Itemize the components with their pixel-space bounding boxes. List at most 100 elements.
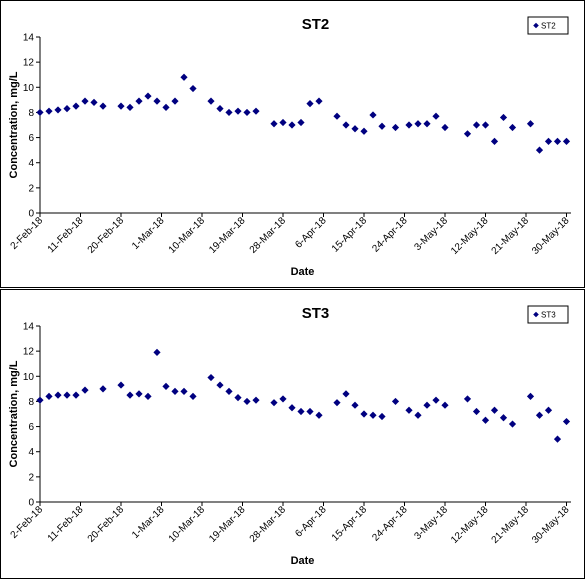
data-point	[360, 410, 368, 418]
x-tick-label: 12-May-18	[449, 504, 491, 546]
data-point	[490, 406, 499, 414]
y-tick-label: 14	[23, 322, 35, 333]
y-tick-label: 4	[28, 447, 34, 458]
data-point	[189, 84, 197, 93]
data-point	[333, 112, 341, 120]
data-point	[279, 395, 287, 403]
x-tick-label: 3-May-18	[412, 504, 450, 542]
x-tick-label: 24-Apr-18	[370, 504, 410, 544]
data-point	[63, 391, 71, 399]
data-point	[535, 146, 544, 154]
data-point	[544, 137, 553, 145]
data-point	[117, 381, 125, 389]
data-point	[144, 92, 152, 100]
data-point	[54, 106, 62, 114]
data-point	[180, 387, 188, 395]
data-point	[135, 97, 143, 105]
x-tick-label: 2-Feb-18	[9, 504, 46, 541]
data-point	[126, 103, 134, 111]
data-point	[553, 435, 562, 443]
data-point	[225, 108, 233, 117]
data-point	[234, 107, 242, 115]
data-point	[171, 97, 179, 105]
y-tick-label: 8	[28, 108, 34, 119]
legend-label: ST2	[541, 22, 556, 31]
data-point	[54, 391, 62, 399]
x-tick-label: 30-May-18	[530, 504, 572, 546]
y-tick-label: 6	[28, 422, 34, 433]
x-tick-label: 1-Mar-18	[130, 504, 167, 541]
data-point	[423, 401, 431, 409]
data-point	[63, 105, 71, 113]
data-point	[180, 73, 188, 81]
data-point	[270, 399, 278, 407]
data-point	[432, 396, 440, 404]
data-point	[315, 411, 323, 419]
data-point	[72, 391, 80, 399]
data-point	[99, 385, 107, 393]
data-point	[369, 111, 377, 119]
data-point	[270, 120, 278, 128]
y-axis-title: Concentration, mg/L	[8, 360, 20, 467]
x-tick-label: 15-Apr-18	[330, 215, 370, 255]
data-point	[378, 122, 386, 130]
data-point	[414, 411, 422, 419]
chart-st2: ST2 0 2 4 6 8 10 12 14 2-Feb-18 11-Feb-18 20-Feb-18…	[8, 16, 572, 278]
data-point	[391, 397, 400, 406]
data-point	[378, 412, 386, 421]
data-point	[153, 97, 161, 105]
y-tick-label: 2	[28, 183, 34, 194]
data-point	[414, 120, 422, 128]
legend-box	[527, 16, 569, 35]
x-tick-label: 28-Mar-18	[248, 504, 289, 545]
data-point	[90, 98, 98, 106]
data-point	[279, 118, 287, 127]
x-tick-label: 3-May-18	[412, 215, 450, 253]
data-point	[562, 137, 571, 145]
y-tick-label: 6	[28, 133, 34, 144]
data-point	[126, 391, 134, 399]
data-point	[526, 120, 535, 128]
data-point	[535, 411, 544, 419]
data-point	[342, 121, 350, 129]
data-point	[463, 395, 472, 403]
x-tick-label: 11-Feb-18	[46, 504, 86, 544]
y-tick-label: 12	[23, 347, 35, 358]
data-point	[306, 100, 314, 108]
data-point	[81, 386, 89, 394]
data-point	[45, 392, 53, 400]
x-tick-label: 12-May-18	[449, 215, 491, 257]
data-point	[553, 137, 562, 145]
data-point	[508, 420, 517, 428]
chart-title: ST3	[302, 305, 330, 322]
data-point	[297, 118, 305, 127]
x-tick-label: 6-Apr-18	[293, 215, 329, 251]
x-tick-label: 24-Apr-18	[370, 215, 410, 255]
x-tick-label: 28-Mar-18	[248, 215, 289, 256]
chart-panel-st2: ST2 0 2 4 6 8 10 12 14 2-Feb-18 11-Feb-18 20-Feb-18…	[0, 0, 585, 288]
data-point	[36, 396, 44, 404]
data-point	[351, 401, 359, 409]
data-point	[526, 392, 535, 400]
data-point	[342, 390, 350, 398]
data-point	[171, 387, 179, 395]
data-point	[288, 121, 296, 129]
data-point	[189, 392, 197, 400]
data-point	[135, 390, 143, 398]
x-tick-label: 19-Mar-18	[207, 504, 248, 545]
data-point	[472, 407, 481, 416]
data-point	[252, 396, 260, 404]
data-point	[144, 392, 152, 400]
data-point	[391, 123, 400, 132]
data-point	[369, 411, 377, 419]
data-point	[481, 416, 490, 424]
x-tick-label: 1-Mar-18	[130, 215, 167, 252]
data-point	[481, 121, 490, 129]
data-point	[162, 103, 170, 111]
data-point	[153, 348, 161, 356]
x-tick-label: 11-Feb-18	[46, 215, 86, 255]
data-point	[544, 406, 553, 414]
y-tick-label: 14	[23, 33, 35, 44]
data-point	[243, 397, 251, 406]
y-tick-label: 10	[23, 372, 35, 383]
